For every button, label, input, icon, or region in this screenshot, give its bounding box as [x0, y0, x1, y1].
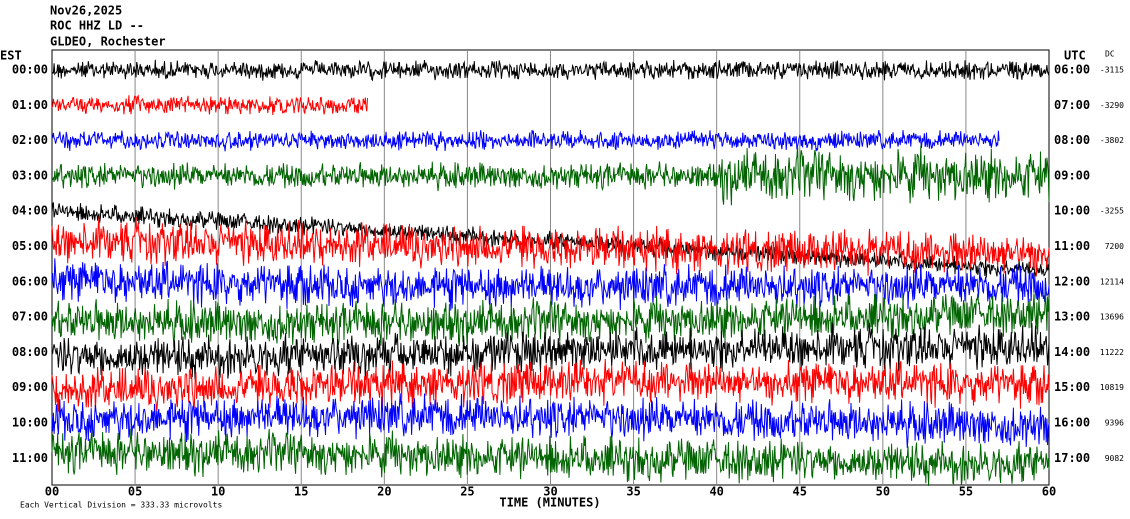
x-tick-label: 55 [959, 485, 973, 499]
right-zone: UTC [1064, 49, 1086, 63]
x-tick-label: 60 [1042, 485, 1056, 499]
est-label: 05:00 [12, 239, 48, 253]
x-tick-label: 15 [294, 485, 308, 499]
dc-label: 9082 [1105, 454, 1124, 463]
x-tick-label: 50 [876, 485, 890, 499]
x-tick-label: 00 [45, 485, 59, 499]
est-label: 07:00 [12, 310, 48, 324]
seismic-trace [51, 322, 1050, 381]
x-tick-label: 40 [709, 485, 723, 499]
est-label: 10:00 [12, 416, 48, 430]
dc-label: 13696 [1100, 313, 1124, 322]
date: Nov26,2025 [50, 4, 122, 18]
utc-label: 14:00 [1054, 345, 1090, 359]
utc-label: 08:00 [1054, 133, 1090, 147]
x-tick-label: 10 [211, 485, 225, 499]
dc-label: -3290 [1100, 101, 1124, 110]
utc-label: 12:00 [1054, 274, 1090, 288]
seismic-trace [51, 393, 1050, 448]
x-tick-label: 20 [377, 485, 391, 499]
est-label: 09:00 [12, 380, 48, 394]
dc-label: 7200 [1105, 242, 1124, 251]
utc-label: 06:00 [1054, 63, 1090, 77]
station: ROC HHZ LD -- [50, 19, 144, 33]
x-axis-label: TIME (MINUTES) [499, 496, 600, 510]
seismic-trace [51, 258, 1050, 311]
utc-label: 15:00 [1054, 380, 1090, 394]
network: GLDEO, Rochester [50, 35, 166, 49]
seismic-trace [51, 216, 1050, 277]
est-label: 01:00 [12, 98, 48, 112]
seismic-trace [51, 129, 1000, 152]
est-label: 06:00 [12, 274, 48, 288]
footer: Each Vertical Division = 333.33 microvol… [20, 501, 222, 510]
seismic-trace [51, 290, 1050, 348]
x-tick-label: 30 [543, 485, 557, 499]
dc-label: 10819 [1100, 383, 1124, 392]
x-tick-label: 35 [626, 485, 640, 499]
seismic-trace [51, 428, 1050, 486]
est-label: 04:00 [12, 204, 48, 218]
dc-label: 9396 [1105, 419, 1124, 428]
utc-label: 17:00 [1054, 451, 1090, 465]
x-tick-label: 45 [793, 485, 807, 499]
seismic-trace [51, 94, 368, 116]
left-zone: EST [0, 49, 22, 63]
dc-label: 12114 [1100, 277, 1124, 286]
dc-label: 11222 [1100, 348, 1124, 357]
x-tick-label: 05 [128, 485, 142, 499]
traces [51, 50, 1050, 486]
utc-label: 10:00 [1054, 204, 1090, 218]
utc-label: 16:00 [1054, 416, 1090, 430]
utc-label: 13:00 [1054, 310, 1090, 324]
dc-label: -3255 [1100, 207, 1124, 216]
utc-label: 09:00 [1054, 168, 1090, 182]
dc-heading: DC [1105, 50, 1115, 59]
utc-label: 07:00 [1054, 98, 1090, 112]
est-label: 03:00 [12, 168, 48, 182]
seismic-trace [51, 59, 1050, 82]
dc-label: -3802 [1100, 136, 1124, 145]
est-label: 08:00 [12, 345, 48, 359]
seismic-trace [51, 145, 1050, 206]
seismic-trace [51, 202, 1050, 278]
seismic-trace [51, 358, 1050, 413]
est-label: 02:00 [12, 133, 48, 147]
dc-label: -3115 [1100, 66, 1124, 75]
x-tick-label: 25 [460, 485, 474, 499]
utc-label: 11:00 [1054, 239, 1090, 253]
est-label: 11:00 [12, 451, 48, 465]
est-label: 00:00 [12, 63, 48, 77]
